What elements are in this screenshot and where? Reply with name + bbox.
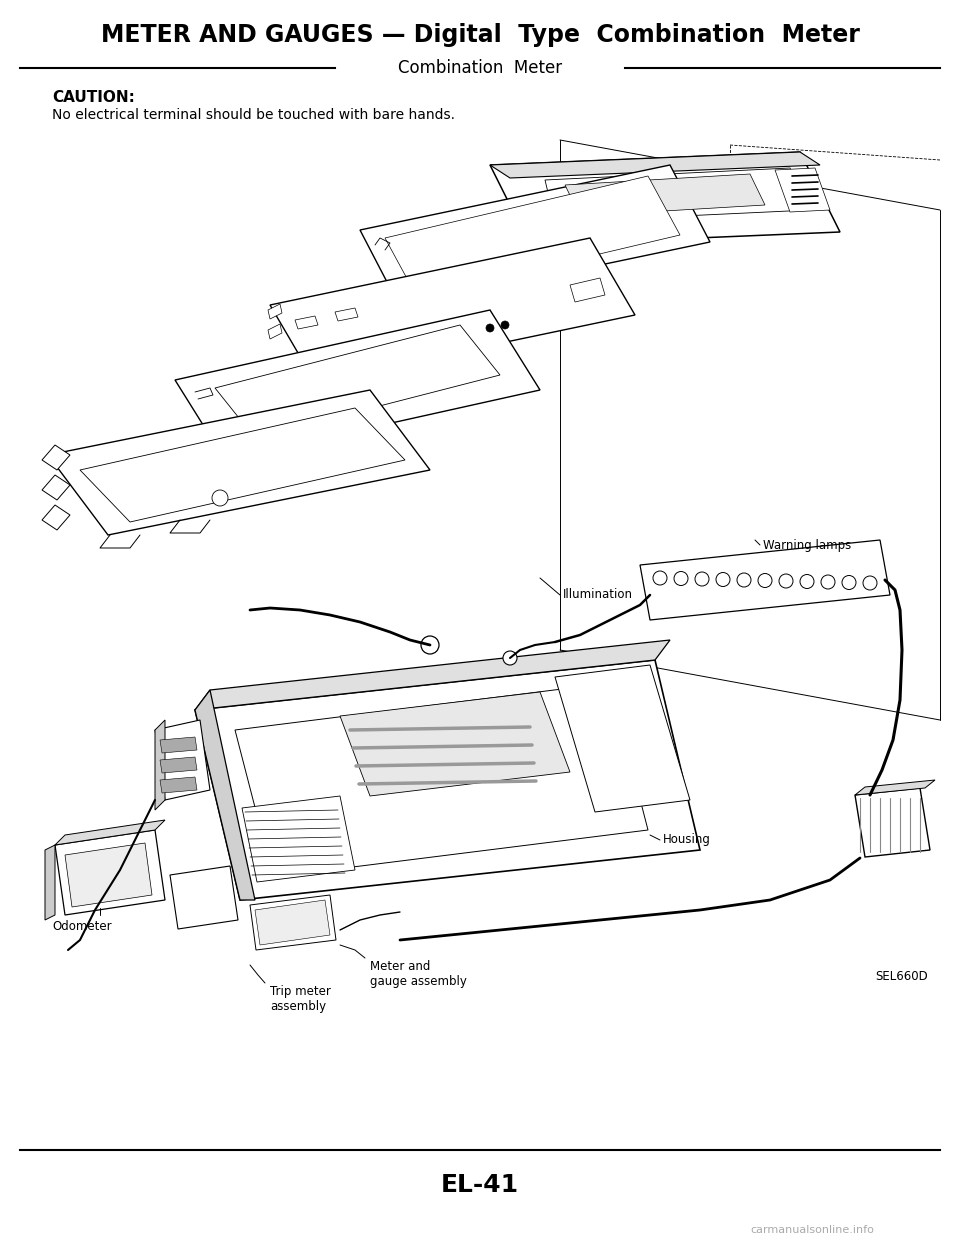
Polygon shape bbox=[570, 278, 605, 303]
Text: Illumination: Illumination bbox=[563, 589, 633, 601]
Text: CAUTION:: CAUTION: bbox=[52, 90, 134, 105]
Circle shape bbox=[421, 636, 439, 654]
Polygon shape bbox=[360, 166, 710, 308]
Polygon shape bbox=[255, 900, 330, 945]
Polygon shape bbox=[48, 390, 430, 535]
Polygon shape bbox=[235, 684, 648, 876]
Circle shape bbox=[758, 574, 772, 588]
Text: assembly: assembly bbox=[270, 1000, 326, 1013]
Polygon shape bbox=[385, 176, 680, 298]
Polygon shape bbox=[195, 660, 700, 900]
Polygon shape bbox=[340, 692, 570, 796]
Circle shape bbox=[716, 573, 730, 586]
Polygon shape bbox=[242, 796, 355, 881]
Polygon shape bbox=[160, 757, 197, 773]
Circle shape bbox=[674, 571, 688, 585]
Text: carmanualsonline.info: carmanualsonline.info bbox=[750, 1225, 874, 1235]
Text: Warning lamps: Warning lamps bbox=[763, 539, 852, 552]
Circle shape bbox=[653, 571, 667, 585]
Polygon shape bbox=[42, 505, 70, 530]
Polygon shape bbox=[65, 843, 152, 908]
Text: SEL660D: SEL660D bbox=[875, 970, 927, 984]
Text: Combination  Meter: Combination Meter bbox=[398, 59, 562, 77]
Text: Trip meter: Trip meter bbox=[270, 985, 331, 998]
Circle shape bbox=[737, 573, 751, 586]
Polygon shape bbox=[80, 408, 405, 522]
Circle shape bbox=[863, 576, 877, 590]
Polygon shape bbox=[155, 720, 210, 801]
Text: METER AND GAUGES — Digital  Type  Combination  Meter: METER AND GAUGES — Digital Type Combinat… bbox=[101, 22, 859, 47]
Polygon shape bbox=[565, 174, 765, 215]
Polygon shape bbox=[855, 788, 930, 857]
Polygon shape bbox=[175, 310, 540, 459]
Polygon shape bbox=[42, 444, 70, 471]
Circle shape bbox=[779, 574, 793, 588]
Polygon shape bbox=[42, 476, 70, 500]
Polygon shape bbox=[490, 152, 840, 245]
Polygon shape bbox=[490, 152, 820, 178]
Polygon shape bbox=[775, 168, 830, 212]
Polygon shape bbox=[335, 308, 358, 321]
Polygon shape bbox=[155, 720, 165, 810]
Polygon shape bbox=[215, 325, 500, 438]
Polygon shape bbox=[250, 895, 336, 950]
Text: Housing: Housing bbox=[663, 833, 710, 847]
Text: No electrical terminal should be touched with bare hands.: No electrical terminal should be touched… bbox=[52, 108, 455, 122]
Polygon shape bbox=[170, 867, 238, 929]
Circle shape bbox=[486, 324, 494, 332]
Circle shape bbox=[800, 574, 814, 589]
Circle shape bbox=[503, 651, 517, 665]
Circle shape bbox=[501, 321, 509, 329]
Polygon shape bbox=[195, 690, 255, 900]
Polygon shape bbox=[555, 665, 690, 812]
Polygon shape bbox=[160, 737, 197, 753]
Circle shape bbox=[842, 575, 856, 589]
Circle shape bbox=[695, 571, 709, 586]
Circle shape bbox=[821, 575, 835, 589]
Polygon shape bbox=[270, 238, 635, 382]
Text: gauge assembly: gauge assembly bbox=[370, 975, 467, 989]
Polygon shape bbox=[160, 777, 197, 793]
Polygon shape bbox=[268, 324, 282, 339]
Circle shape bbox=[212, 491, 228, 505]
Polygon shape bbox=[195, 640, 670, 710]
Polygon shape bbox=[55, 830, 165, 915]
Polygon shape bbox=[45, 845, 55, 920]
Polygon shape bbox=[855, 781, 935, 796]
Text: Meter and: Meter and bbox=[370, 960, 430, 974]
Polygon shape bbox=[545, 168, 810, 222]
Text: EL-41: EL-41 bbox=[441, 1173, 519, 1196]
Polygon shape bbox=[55, 820, 165, 845]
Polygon shape bbox=[268, 304, 282, 319]
Polygon shape bbox=[295, 316, 318, 329]
Polygon shape bbox=[640, 540, 890, 620]
Text: Odometer: Odometer bbox=[52, 920, 111, 933]
